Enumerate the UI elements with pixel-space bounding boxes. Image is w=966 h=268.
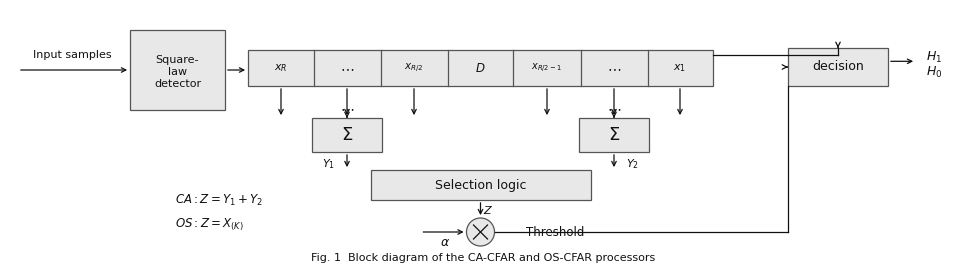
Text: $\Sigma$: $\Sigma$ — [608, 126, 620, 144]
FancyBboxPatch shape — [579, 118, 649, 152]
Text: Input samples: Input samples — [33, 50, 111, 60]
Text: $H_1$: $H_1$ — [926, 50, 942, 65]
Text: $Z$: $Z$ — [483, 204, 494, 216]
Text: $OS: Z = X_{(K)}$: $OS: Z = X_{(K)}$ — [175, 217, 243, 233]
Text: decision: decision — [812, 61, 864, 73]
Text: $D$: $D$ — [474, 61, 485, 75]
Text: $CA: Z = Y_1+Y_2$: $CA: Z = Y_1+Y_2$ — [175, 192, 263, 207]
Text: $\cdots$: $\cdots$ — [340, 101, 355, 115]
Text: $x_{R/2-1}$: $x_{R/2-1}$ — [531, 61, 562, 75]
Text: $\alpha$: $\alpha$ — [440, 236, 450, 248]
Text: $Y_2$: $Y_2$ — [626, 157, 639, 171]
FancyBboxPatch shape — [371, 170, 590, 200]
Text: $\Sigma$: $\Sigma$ — [341, 126, 354, 144]
Text: $x_{R/2}$: $x_{R/2}$ — [404, 61, 424, 75]
Text: $\cdots$: $\cdots$ — [340, 61, 355, 75]
Text: Threshold: Threshold — [526, 225, 584, 239]
Text: $x_1$: $x_1$ — [673, 62, 687, 74]
FancyBboxPatch shape — [788, 48, 888, 86]
Text: Fig. 1  Block diagram of the CA-CFAR and OS-CFAR processors: Fig. 1 Block diagram of the CA-CFAR and … — [311, 253, 655, 263]
Circle shape — [467, 218, 495, 246]
Text: $\cdots$: $\cdots$ — [607, 101, 621, 115]
Text: detector: detector — [154, 79, 201, 89]
Text: $Y_1$: $Y_1$ — [323, 157, 335, 171]
Text: law: law — [168, 67, 187, 77]
Text: $x_R$: $x_R$ — [274, 62, 288, 74]
FancyBboxPatch shape — [130, 30, 225, 110]
Text: Square-: Square- — [156, 55, 199, 65]
FancyBboxPatch shape — [248, 50, 713, 86]
FancyBboxPatch shape — [312, 118, 382, 152]
Text: Selection logic: Selection logic — [435, 178, 526, 192]
Text: $\cdots$: $\cdots$ — [607, 61, 621, 75]
Text: $H_0$: $H_0$ — [926, 65, 943, 80]
